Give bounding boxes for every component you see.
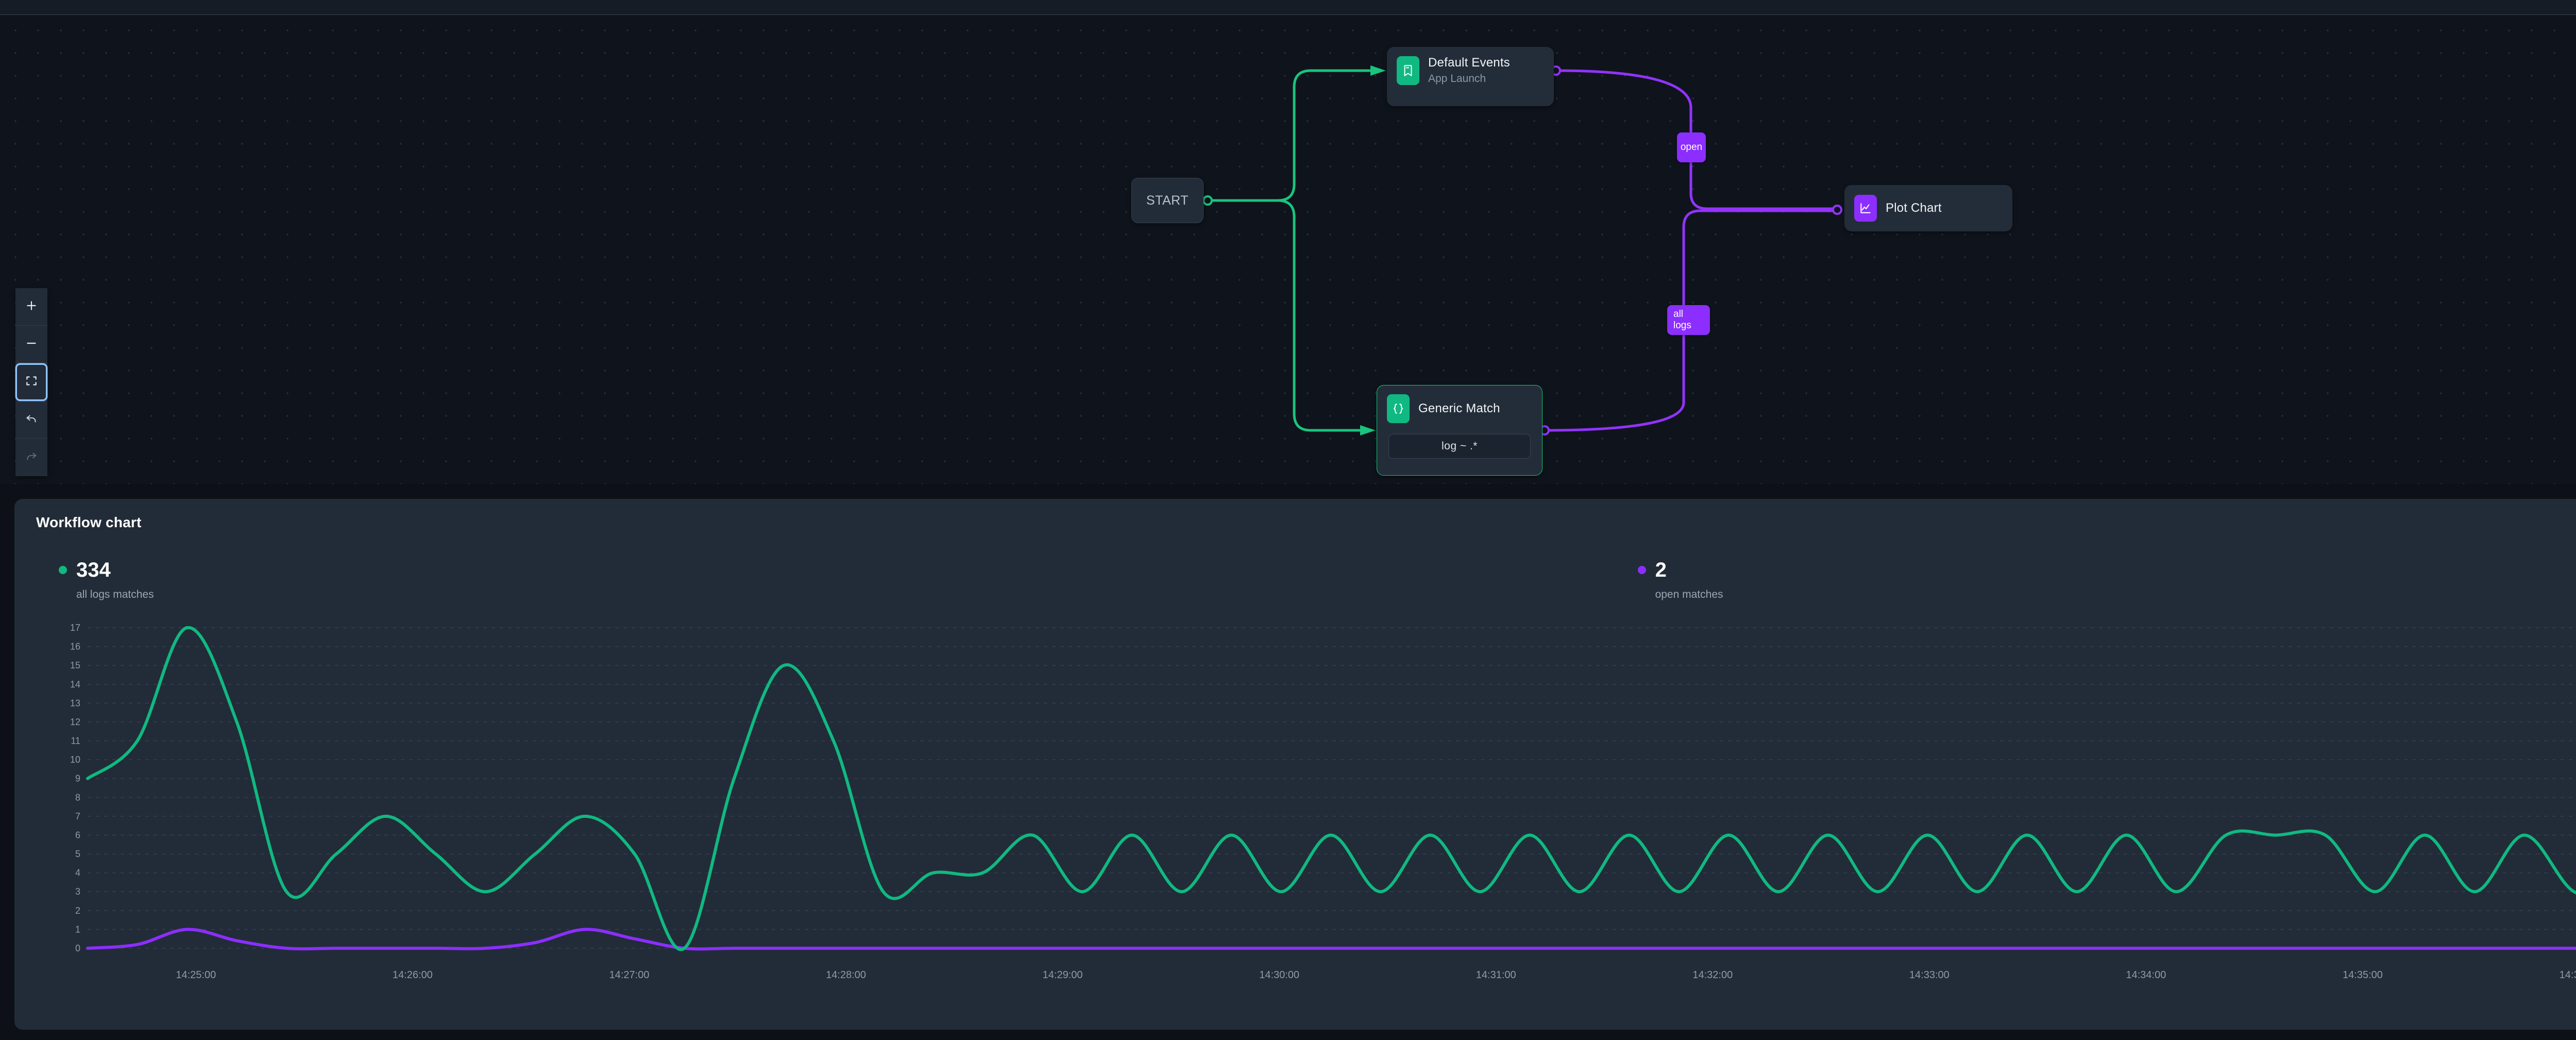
svg-text:14:36:00: 14:36:00 — [2560, 969, 2576, 981]
legend-dot-purple — [1637, 566, 1646, 574]
flow-node-start[interactable]: START — [1131, 178, 1204, 223]
zoom-out-button[interactable] — [15, 326, 47, 363]
legend-dot-green — [59, 566, 67, 574]
node-header: Plot Chart — [1844, 195, 2012, 222]
legend-item-open: 2 open matches — [1637, 559, 1723, 601]
legend-value: 2 — [1655, 559, 1667, 581]
svg-text:14:25:00: 14:25:00 — [176, 969, 216, 981]
edge-label-open[interactable]: open — [1677, 132, 1706, 162]
svg-text:0: 0 — [75, 943, 80, 953]
svg-text:7: 7 — [75, 811, 80, 821]
chart-plot-area[interactable]: 0 1 2 3 4 5 6 7 8 9 10 11 12 13 14 15 16 17 14:25:00 14:26:… — [14, 618, 2576, 1020]
node-title: Generic Match — [1418, 401, 1500, 415]
redo-button[interactable] — [15, 439, 47, 476]
svg-text:14:30:00: 14:30:00 — [1259, 969, 1299, 981]
minus-icon — [25, 337, 38, 353]
svg-text:8: 8 — [75, 792, 80, 802]
svg-text:14:32:00: 14:32:00 — [1692, 969, 1733, 981]
workflow-canvas[interactable]: START Default Events App Launch — [0, 15, 2576, 484]
svg-text:5: 5 — [75, 849, 80, 859]
svg-text:14:29:00: 14:29:00 — [1043, 969, 1083, 981]
chart-header: Workflow chart last 15 minutes — [14, 499, 2576, 540]
redo-arrow-icon — [25, 449, 38, 465]
zoom-in-button[interactable] — [15, 288, 47, 326]
svg-text:14: 14 — [70, 679, 80, 690]
svg-text:15: 15 — [70, 660, 80, 670]
legend-label: open matches — [1655, 589, 1723, 600]
undo-button[interactable] — [15, 401, 47, 439]
braces-icon — [1387, 394, 1410, 423]
svg-text:12: 12 — [70, 717, 80, 727]
svg-text:14:35:00: 14:35:00 — [2343, 969, 2383, 981]
svg-text:14:34:00: 14:34:00 — [2126, 969, 2166, 981]
canvas-toolbar — [15, 288, 47, 476]
fit-screen-icon — [25, 374, 38, 390]
start-node-label: START — [1146, 193, 1189, 208]
legend-value: 334 — [76, 559, 111, 581]
svg-text:17: 17 — [70, 623, 80, 633]
svg-text:13: 13 — [70, 698, 80, 708]
svg-text:16: 16 — [70, 642, 80, 652]
flow-node-generic-match[interactable]: Generic Match log ~ .* — [1377, 385, 1543, 476]
line-chart-icon — [1854, 195, 1877, 222]
svg-text:11: 11 — [71, 736, 80, 746]
svg-text:1: 1 — [75, 924, 80, 934]
svg-text:14:31:00: 14:31:00 — [1476, 969, 1516, 981]
svg-text:14:33:00: 14:33:00 — [1909, 969, 1950, 981]
flow-edges — [1202, 65, 1842, 435]
legend-item-all-logs: 334 all logs matches — [59, 560, 154, 601]
edge-label-all-logs[interactable]: all logs — [1667, 305, 1710, 335]
chart-legend: 334 all logs matches 2 open matches — [14, 540, 2576, 601]
app-top-bar — [0, 0, 2576, 15]
svg-text:2: 2 — [75, 905, 80, 916]
legend-label: all logs matches — [76, 589, 154, 600]
svg-text:3: 3 — [75, 886, 80, 897]
node-title: Default Events — [1428, 56, 1510, 70]
svg-text:6: 6 — [75, 830, 80, 840]
svg-text:10: 10 — [70, 754, 80, 765]
plus-icon — [25, 299, 38, 315]
svg-text:9: 9 — [75, 774, 80, 784]
flow-node-plot-chart[interactable]: Plot Chart — [1844, 185, 2012, 231]
match-rule-chip[interactable]: log ~ .* — [1388, 434, 1531, 459]
node-header: Default Events App Launch — [1387, 47, 1554, 94]
node-subtitle: App Launch — [1428, 73, 1486, 85]
undo-arrow-icon — [25, 412, 38, 428]
page-title: Workflow chart — [36, 514, 142, 530]
svg-text:14:26:00: 14:26:00 — [393, 969, 433, 981]
flow-node-default-events[interactable]: Default Events App Launch — [1387, 47, 1554, 106]
svg-text:14:27:00: 14:27:00 — [609, 969, 649, 981]
fit-view-button[interactable] — [15, 363, 47, 401]
svg-text:14:28:00: 14:28:00 — [826, 969, 866, 981]
node-title: Plot Chart — [1886, 201, 1942, 215]
bookmark-icon — [1397, 56, 1419, 85]
workflow-chart-panel: Workflow chart last 15 minutes 334 all l… — [14, 499, 2576, 1030]
node-header: Generic Match — [1377, 385, 1542, 432]
svg-text:4: 4 — [75, 868, 80, 878]
